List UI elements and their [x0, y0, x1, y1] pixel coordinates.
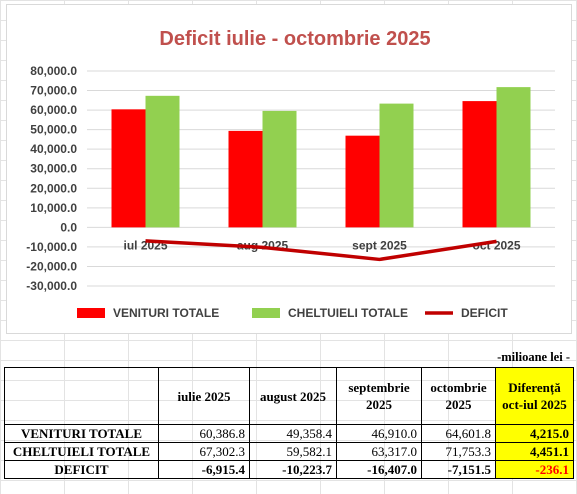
bar-cheltuieli-totale: [145, 95, 180, 228]
y-tick-label: 50,000.0: [30, 123, 77, 137]
table-cell: 46,910.0: [336, 424, 422, 443]
y-tick-label: 40,000.0: [30, 142, 77, 156]
header-cell-empty: [4, 367, 159, 425]
bar-venituri-totale: [345, 135, 380, 228]
y-tick-label: 80,000.0: [30, 64, 77, 78]
difference-cell: 4,215.0: [495, 424, 574, 443]
difference-cell: 4,451.1: [495, 442, 574, 461]
table-cell: -16,407.0: [336, 460, 422, 479]
header-cell: august 2025: [249, 367, 337, 425]
bar-venituri-totale: [462, 101, 497, 228]
table-cell: 64,601.8: [421, 424, 496, 443]
table-cell: -7,151.5: [421, 460, 496, 479]
bar-venituri-totale: [111, 109, 146, 228]
legend-swatch-venituri-totale: [77, 308, 105, 318]
table-cell: -6,915.4: [158, 460, 250, 479]
table-cell: 59,582.1: [249, 442, 337, 461]
header-cell-difference: Diferență oct-iul 2025: [495, 367, 574, 425]
header-cell: octombrie 2025: [421, 367, 496, 425]
y-tick-label: -10,000.0: [26, 240, 77, 254]
bar-cheltuieli-totale: [496, 87, 531, 228]
x-tick-label: sept 2025: [352, 238, 407, 252]
table-cell: 67,302.3: [158, 442, 250, 461]
y-tick-label: 20,000.0: [30, 181, 77, 195]
table-row: DEFICIT -6,915.4 -10,223.7 -16,407.0 -7,…: [4, 460, 574, 479]
row-label: VENITURI TOTALE: [4, 424, 159, 443]
y-tick-label: 0.0: [60, 220, 77, 234]
bar-cheltuieli-totale: [379, 103, 414, 228]
table-cell: 60,386.8: [158, 424, 250, 443]
legend-label-deficit: DEFICIT: [461, 306, 508, 320]
y-tick-label: 60,000.0: [30, 103, 77, 117]
table-cell: 63,317.0: [336, 442, 422, 461]
chart-svg: Deficit iulie - octombrie 2025 80,000.0 7…: [26, 28, 555, 320]
table-row: VENITURI TOTALE 60,386.8 49,358.4 46,910…: [4, 424, 574, 443]
table-header-row: iulie 2025 august 2025 septembrie 2025 o…: [4, 367, 574, 425]
bar-cheltuieli-totale: [262, 110, 297, 228]
table-cell: 71,753.3: [421, 442, 496, 461]
chart-area[interactable]: Deficit iulie - octombrie 2025 80,000.0 7…: [6, 4, 572, 334]
line-deficit: [145, 239, 497, 262]
chart-title: Deficit iulie - octombrie 2025: [159, 28, 430, 50]
row-label: CHELTUIELI TOTALE: [4, 442, 159, 461]
y-tick-label: 30,000.0: [30, 162, 77, 176]
header-cell: iulie 2025: [158, 367, 250, 425]
units-label: -milioane lei -: [497, 350, 570, 364]
y-tick-label: -30,000.0: [26, 279, 77, 293]
header-cell: septembrie 2025: [336, 367, 422, 425]
difference-cell: -236.1: [495, 460, 574, 479]
legend-swatch-cheltuieli-totale: [252, 308, 280, 318]
y-tick-label: 10,000.0: [30, 201, 77, 215]
table-cell: -10,223.7: [249, 460, 337, 479]
data-table: iulie 2025 august 2025 septembrie 2025 o…: [4, 367, 574, 479]
legend-label-venituri-totale: VENITURI TOTALE: [113, 306, 219, 320]
legend-label-cheltuieli-totale: CHELTUIELI TOTALE: [288, 306, 408, 320]
y-tick-label: 70,000.0: [30, 84, 77, 98]
bar-venituri-totale: [228, 130, 263, 228]
y-tick-label: -20,000.0: [26, 259, 77, 273]
table-cell: 49,358.4: [249, 424, 337, 443]
table-row: CHELTUIELI TOTALE 67,302.3 59,582.1 63,3…: [4, 442, 574, 461]
row-label: DEFICIT: [4, 460, 159, 479]
